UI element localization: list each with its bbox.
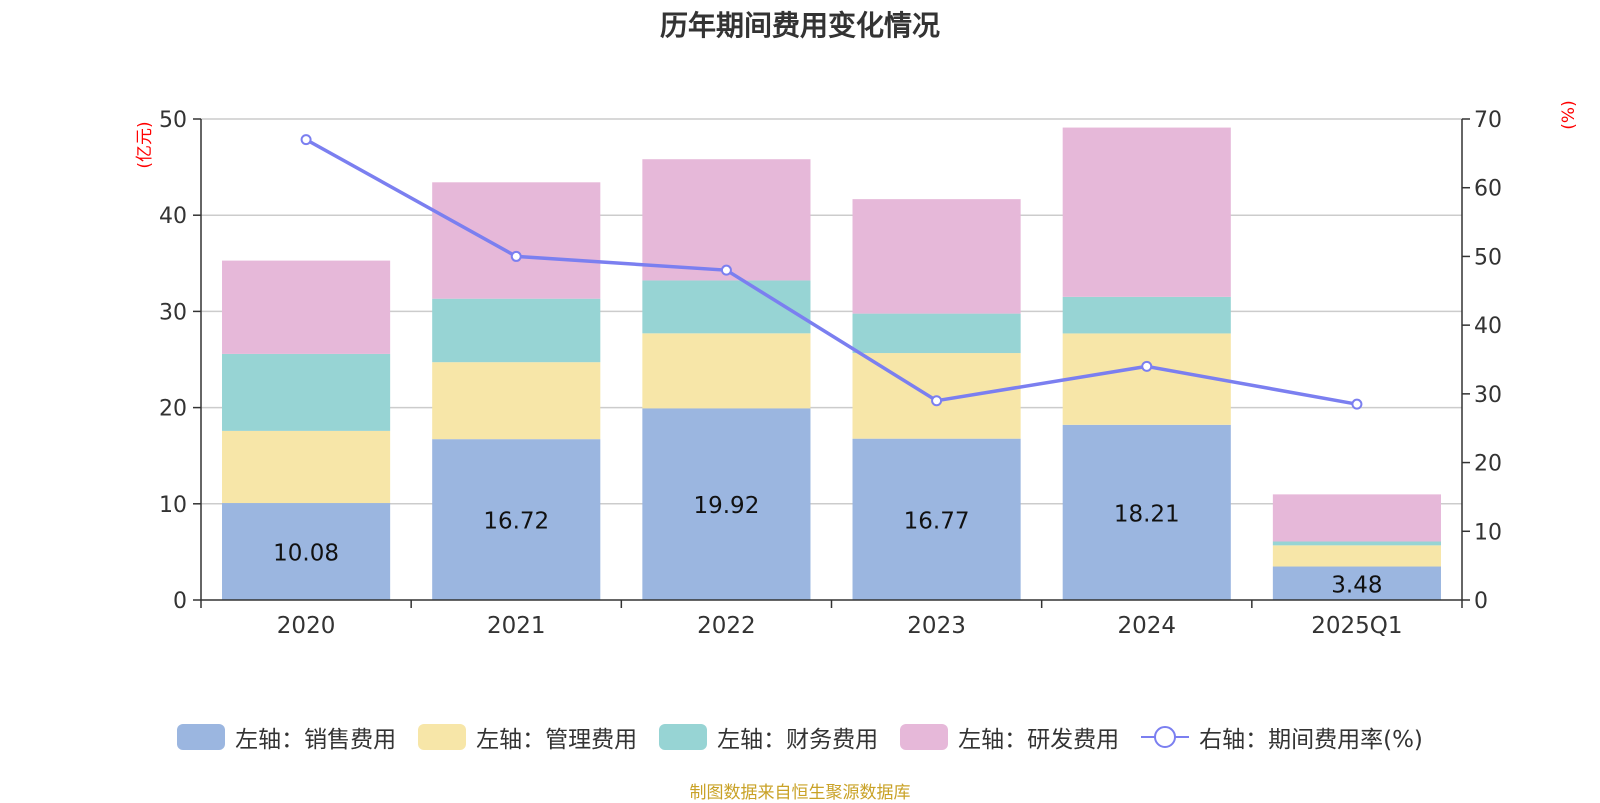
- bar-左轴：销售费用: [642, 408, 811, 600]
- left-axis-tick-label: 10: [159, 493, 187, 518]
- bar-左轴：销售费用: [222, 503, 391, 600]
- bar-左轴：财务费用: [852, 313, 1021, 354]
- right-axis-tick-label: 70: [1474, 108, 1502, 133]
- x-axis-tick-label: 2020: [277, 613, 336, 639]
- left-axis-tick-label: 30: [159, 300, 187, 325]
- bar-data-label: 16.72: [483, 509, 549, 535]
- bar-左轴：研发费用: [1062, 127, 1231, 297]
- bar-左轴：销售费用: [1272, 566, 1441, 600]
- line-point: [510, 250, 522, 262]
- line-point: [931, 395, 943, 407]
- right-axis-tick-label: 50: [1474, 245, 1502, 270]
- bar-data-label: 10.08: [273, 541, 339, 567]
- legend-item[interactable]: 左轴：研发费用: [900, 720, 1119, 754]
- source-footer: 制图数据来自恒生聚源数据库: [689, 783, 911, 803]
- bar-左轴：研发费用: [432, 182, 601, 299]
- right-axis-tick-label: 10: [1474, 520, 1502, 545]
- legend-swatch: [900, 724, 949, 750]
- bar-左轴：研发费用: [222, 260, 391, 354]
- bar-左轴：财务费用: [1272, 541, 1441, 546]
- legend-label: 左轴：财务费用: [717, 727, 879, 753]
- bar-左轴：销售费用: [432, 439, 601, 600]
- chart-title: 历年期间费用变化情况: [659, 9, 940, 42]
- bar-左轴：管理费用: [642, 333, 811, 409]
- bar-data-label: 16.77: [904, 508, 970, 534]
- legend-item[interactable]: 左轴：财务费用: [659, 720, 878, 754]
- legend-swatch: [177, 724, 226, 750]
- right-axis-tick-label: 30: [1474, 383, 1502, 408]
- line-series-rate: [305, 138, 1358, 406]
- legend-label: 左轴：管理费用: [476, 727, 638, 753]
- bar-左轴：财务费用: [222, 353, 391, 431]
- legend-label: 左轴：销售费用: [235, 727, 397, 753]
- chart-plot: 0 10 20 30 40 50 0 10 20 30 40 50 60 70 10.08 16.72 19.9…: [135, 100, 1579, 639]
- x-axis-tick-label: 2021: [487, 613, 546, 639]
- right-axis-tick-label: 20: [1474, 452, 1502, 477]
- legend-item[interactable]: 右轴：期间费用率(%): [1141, 720, 1423, 754]
- line-point: [720, 264, 732, 276]
- bar-左轴：管理费用: [1272, 545, 1441, 567]
- bar-data-label: 3.48: [1331, 572, 1382, 598]
- bar-左轴：管理费用: [1062, 333, 1231, 425]
- line-point: [1141, 360, 1153, 372]
- bar-左轴：财务费用: [432, 298, 601, 363]
- bar-data-label: 18.21: [1114, 501, 1180, 527]
- left-axis-tick-label: 20: [159, 397, 187, 422]
- bar-左轴：财务费用: [1062, 296, 1231, 334]
- legend-line-marker-icon: [1141, 726, 1190, 748]
- legend-item[interactable]: 左轴：销售费用: [177, 720, 396, 754]
- bar-左轴：研发费用: [642, 159, 811, 281]
- legend: 左轴：销售费用 左轴：管理费用 左轴：财务费用 左轴：研发费用 右轴：期间费用率(%): [0, 720, 1600, 754]
- x-axis-tick-label: 2025Q1: [1311, 613, 1402, 639]
- bar-左轴：研发费用: [852, 199, 1021, 314]
- bar-左轴：研发费用: [1272, 494, 1441, 542]
- legend-swatch: [659, 724, 708, 750]
- left-axis-tick-label: 40: [159, 204, 187, 229]
- bar-左轴：管理费用: [222, 430, 391, 504]
- x-axis-tick-label: 2024: [1117, 613, 1176, 639]
- bar-左轴：销售费用: [852, 438, 1021, 600]
- legend-item[interactable]: 左轴：管理费用: [418, 720, 637, 754]
- bar-data-label: 19.92: [693, 493, 759, 519]
- x-axis-tick-label: 2022: [697, 613, 756, 639]
- right-axis-tick-label: 60: [1474, 177, 1502, 202]
- left-axis-tick-label: 0: [173, 589, 187, 614]
- x-axis-tick-label: 2023: [907, 613, 966, 639]
- right-axis-tick-label: 0: [1474, 589, 1488, 614]
- right-axis-tick-label: 40: [1474, 314, 1502, 339]
- legend-label: 左轴：研发费用: [958, 727, 1120, 753]
- legend-swatch: [418, 724, 467, 750]
- line-point: [300, 134, 312, 146]
- left-axis-unit-label: (亿元): [135, 121, 155, 168]
- bar-左轴：管理费用: [432, 362, 601, 440]
- bar-左轴：销售费用: [1062, 424, 1231, 600]
- right-axis-unit-label: (%): [1559, 100, 1579, 129]
- left-axis-tick-label: 50: [159, 108, 187, 133]
- legend-label: 右轴：期间费用率(%): [1199, 727, 1423, 753]
- line-point: [1351, 398, 1363, 410]
